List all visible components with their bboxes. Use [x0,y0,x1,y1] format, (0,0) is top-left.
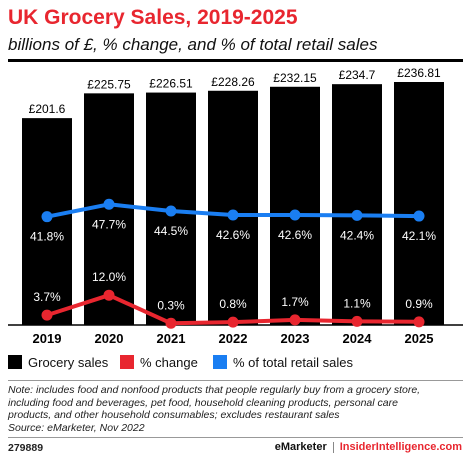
note-divider [8,380,463,381]
bar-grocery-sales [332,84,382,325]
x-tick-label: 2025 [405,331,434,346]
point-percent-of-retail [351,209,363,221]
legend-swatch-percent-change [120,355,134,369]
label-percent-of-retail: 47.7% [92,217,126,231]
chart-id: 279889 [8,442,44,454]
chart-subtitle: billions of £, % change, and % of total … [8,35,378,54]
label-percent-change: 0.8% [219,297,247,311]
brand-emarketer: eMarketer [274,441,327,453]
footer-divider [8,437,463,438]
point-percent-of-retail [413,210,425,222]
legend-swatch-percent-of-retail [213,355,227,369]
point-percent-change [103,289,115,301]
bar-value-label: £225.75 [87,77,131,91]
x-tick-label: 2020 [95,331,124,346]
bar-grocery-sales [270,86,320,326]
point-percent-change [41,309,53,321]
label-percent-change: 1.7% [281,295,309,309]
x-tick-label: 2022 [219,331,248,346]
bar-grocery-sales [394,82,444,325]
point-percent-of-retail [289,209,301,221]
note-line: products, and other household consumable… [8,409,340,421]
legend-item-grocery-sales: Grocery sales [8,352,108,372]
title-divider [8,59,463,62]
bar-value-label: £234.7 [339,68,376,82]
bar-grocery-sales [208,90,258,325]
legend-item-percent-of-retail: % of total retail sales [213,352,353,372]
brand-footer: eMarketer InsiderIntelligence.com [275,441,462,453]
note-source: Source: eMarketer, Nov 2022 [8,421,145,434]
bar-value-label: £236.81 [397,66,441,80]
label-percent-change: 12.0% [92,270,126,284]
point-percent-change [413,316,425,328]
chart-title: UK Grocery Sales, 2019-2025 [8,6,298,29]
note-line: Note: includes food and nonfood products… [8,384,421,396]
x-tick-label: 2023 [281,331,310,346]
label-percent-of-retail: 44.5% [154,224,188,238]
label-percent-of-retail: 42.1% [402,229,436,243]
label-percent-of-retail: 42.4% [340,228,374,242]
legend-label-percent-of-retail: % of total retail sales [233,354,353,370]
bar-value-label: £228.26 [211,75,255,89]
legend-label-percent-change: % change [140,354,198,370]
point-percent-of-retail [227,209,239,221]
point-percent-of-retail [41,211,53,223]
bar-value-label: £232.15 [273,71,317,85]
point-percent-change [351,315,363,327]
label-percent-of-retail: 41.8% [30,230,64,244]
point-percent-change [165,317,177,329]
label-percent-change: 0.9% [405,297,433,311]
chart-note: Note: includes food and nonfood products… [8,384,466,434]
chart-plot: £201.6 £225.75 £226.51 £228.26 £232.15 £234.7… [8,66,463,346]
brand-separator [332,441,334,453]
brand-insider-intelligence: InsiderIntelligence.com [339,441,462,453]
bar-value-label: £226.51 [149,77,193,91]
label-percent-change: 1.1% [343,296,371,310]
legend-label-grocery-sales: Grocery sales [28,354,109,370]
point-percent-of-retail [103,198,115,210]
x-tick-label: 2021 [157,331,186,346]
point-percent-of-retail [165,205,177,217]
note-line: including food and beverages, pet food, … [8,396,398,409]
label-percent-change: 0.3% [157,298,185,312]
point-percent-change [289,314,301,326]
legend-item-percent-change: % change [120,352,198,372]
label-percent-of-retail: 42.6% [216,228,250,242]
x-tick-label: 2019 [33,331,62,346]
label-percent-change: 3.7% [33,290,61,304]
legend-swatch-grocery-sales [8,355,22,369]
bar-value-label: £201.6 [29,102,66,116]
point-percent-change [227,316,239,328]
chart-legend: Grocery sales % change % of total retail… [8,352,468,374]
label-percent-of-retail: 42.6% [278,228,312,242]
x-tick-label: 2024 [343,331,373,346]
